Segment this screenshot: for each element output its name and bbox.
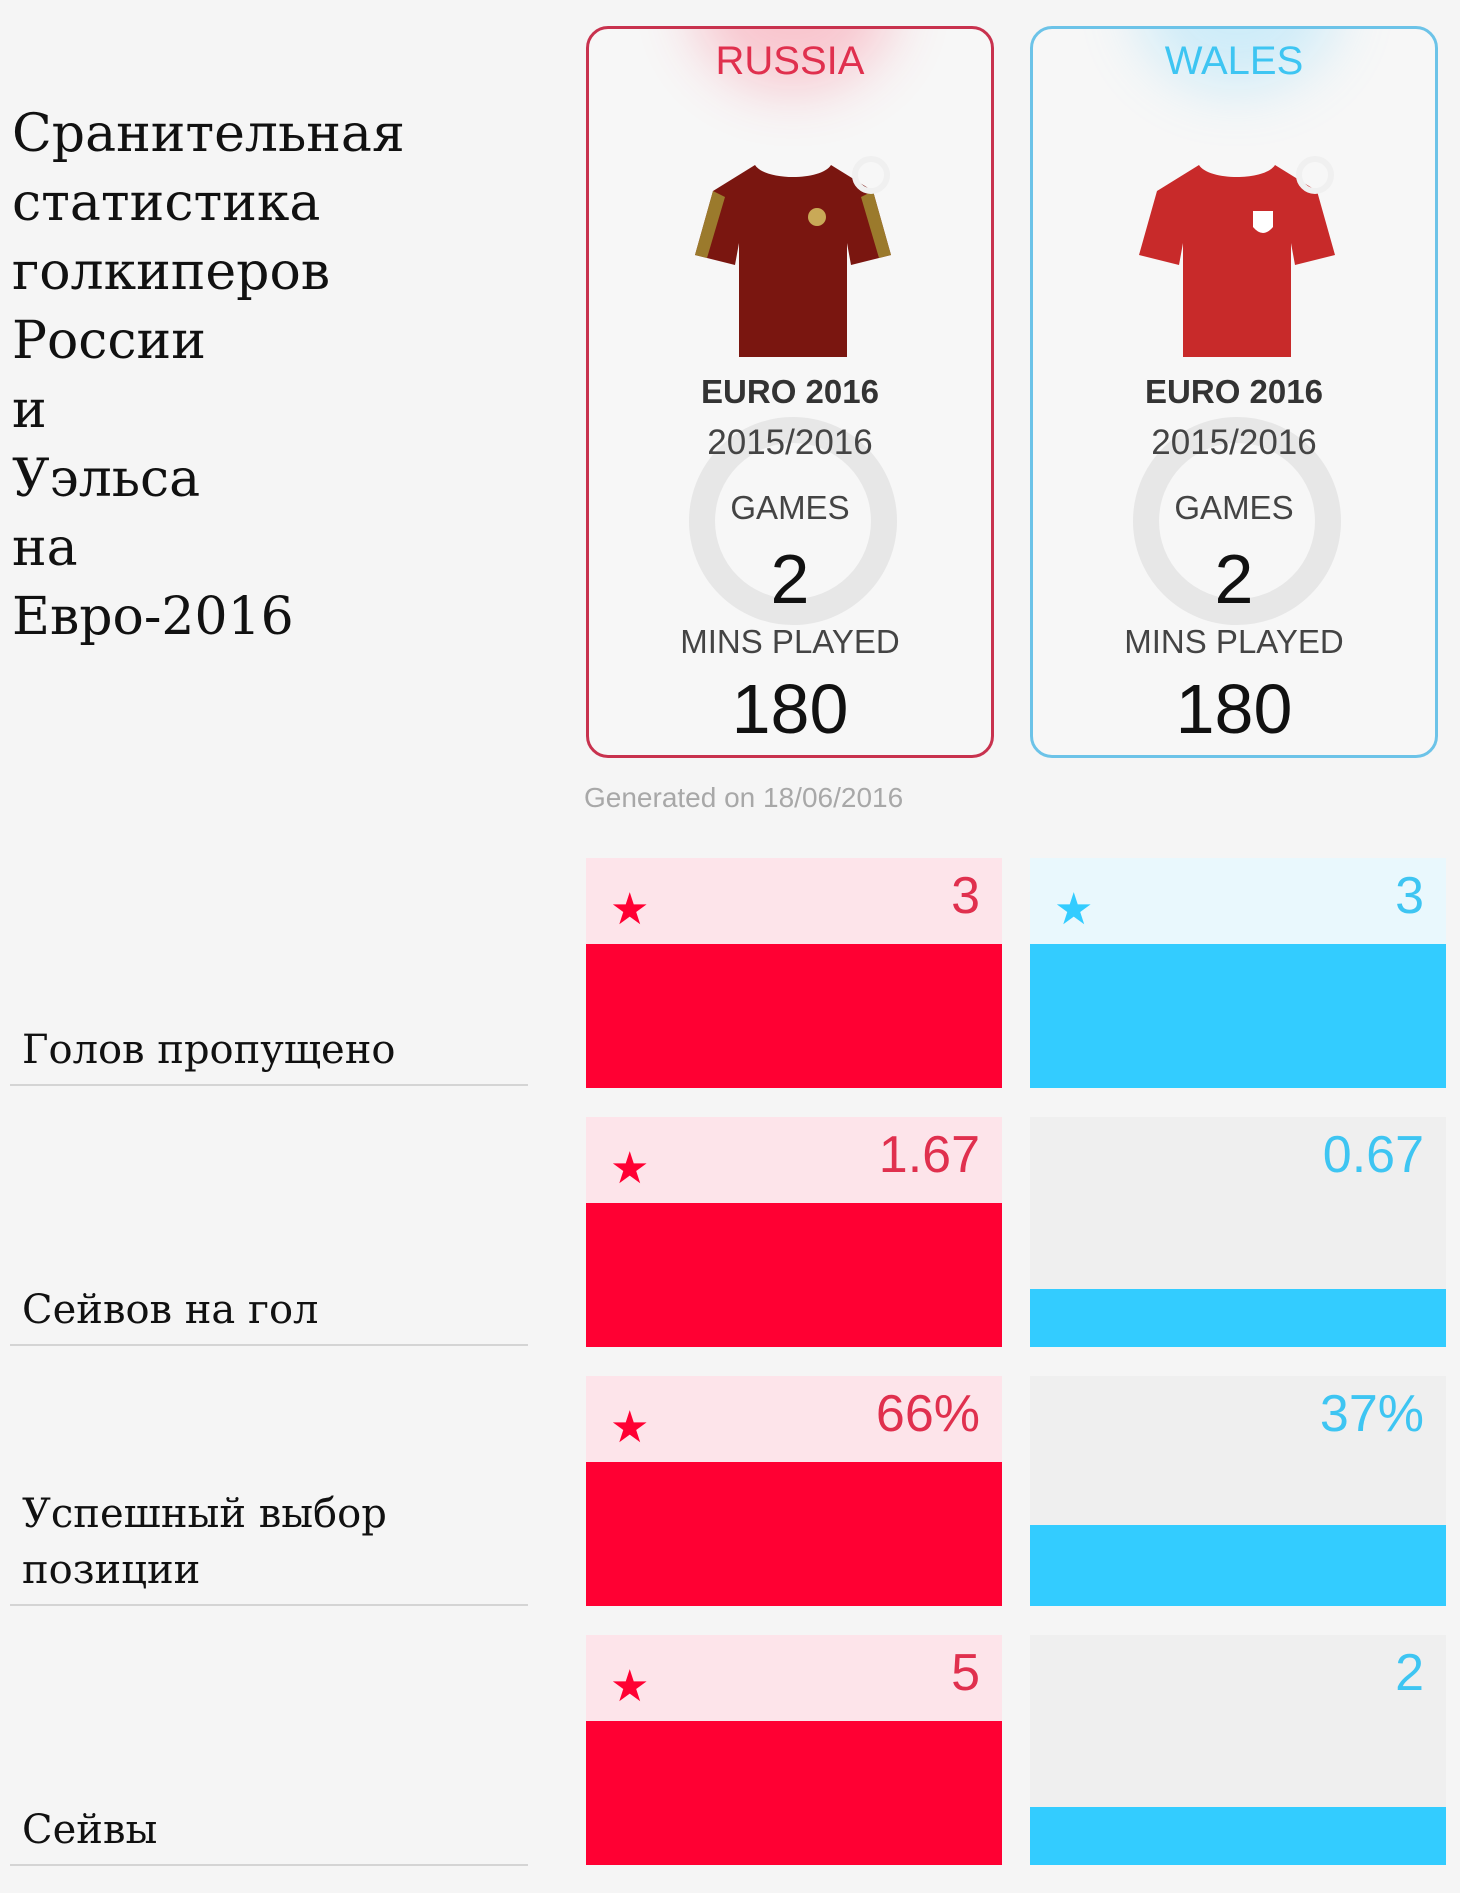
competition: EURO 2016	[701, 373, 879, 410]
season: 2015/2016	[1151, 423, 1317, 462]
star-icon: ★	[610, 1144, 650, 1193]
category-label: Голов пропущено	[10, 1022, 528, 1086]
stat-panel-wales: 37%	[1030, 1376, 1446, 1606]
star-icon: ★	[610, 1662, 650, 1711]
data-label: 37%	[1319, 1385, 1424, 1443]
star-icon: ★	[610, 1403, 650, 1452]
team-name: RUSSIA	[715, 39, 865, 83]
stat-panel-russia: 5 ★	[586, 1635, 1002, 1865]
mins-value: 180	[1175, 670, 1293, 748]
data-label: 66%	[875, 1385, 980, 1443]
mins-label: MINS PLAYED	[680, 623, 900, 660]
star-icon: ★	[610, 885, 650, 934]
page-title: Сранительная статистика голкиперов Росси…	[12, 104, 405, 647]
data-label: 3	[1395, 867, 1424, 925]
competition: EURO 2016	[1145, 373, 1323, 410]
stat-panel-russia: 66% ★	[586, 1376, 1002, 1606]
data-label: 2	[1395, 1644, 1424, 1702]
season: 2015/2016	[707, 423, 873, 462]
data-label: 0.67	[1322, 1126, 1424, 1184]
russia-shirt-icon	[695, 156, 891, 357]
bar	[1030, 1289, 1446, 1347]
stat-panel-wales: 0.67	[1030, 1117, 1446, 1347]
star-icon: ★	[1054, 885, 1094, 934]
stat-panel-wales: 3 ★	[1030, 858, 1446, 1088]
bar	[586, 1462, 1002, 1606]
games-value: 2	[770, 540, 810, 618]
team-name: WALES	[1164, 39, 1304, 83]
stat-panel-russia: 1.67 ★	[586, 1117, 1002, 1347]
data-label: 3	[951, 867, 980, 925]
bar	[1030, 1807, 1446, 1865]
stat-panel-wales: 2	[1030, 1635, 1446, 1865]
bar	[586, 1203, 1002, 1347]
category-label: Сейвы	[10, 1802, 528, 1866]
bar	[586, 944, 1002, 1088]
games-label: GAMES	[1174, 489, 1294, 526]
bar	[1030, 944, 1446, 1088]
category-label: Успешный выбор позиции	[10, 1486, 528, 1606]
team-card-wales: WALES EURO 2016 2015/2016 GAMES 2 MINS P…	[1030, 26, 1438, 758]
category-label: Сейвов на гол	[10, 1282, 528, 1346]
data-label: 5	[951, 1644, 980, 1702]
games-value: 2	[1214, 540, 1254, 618]
mins-value: 180	[731, 670, 849, 748]
team-card-russia: RUSSIA EURO 2016 2015/2016 GAMES 2 MINS …	[586, 26, 994, 758]
bar	[1030, 1525, 1446, 1606]
wales-shirt-icon	[1139, 156, 1335, 357]
games-label: GAMES	[730, 489, 850, 526]
stat-panel-russia: 3 ★	[586, 858, 1002, 1088]
data-label: 1.67	[878, 1126, 980, 1184]
mins-label: MINS PLAYED	[1124, 623, 1344, 660]
generated-note: Generated on 18/06/2016	[584, 782, 904, 813]
bar	[586, 1721, 1002, 1865]
